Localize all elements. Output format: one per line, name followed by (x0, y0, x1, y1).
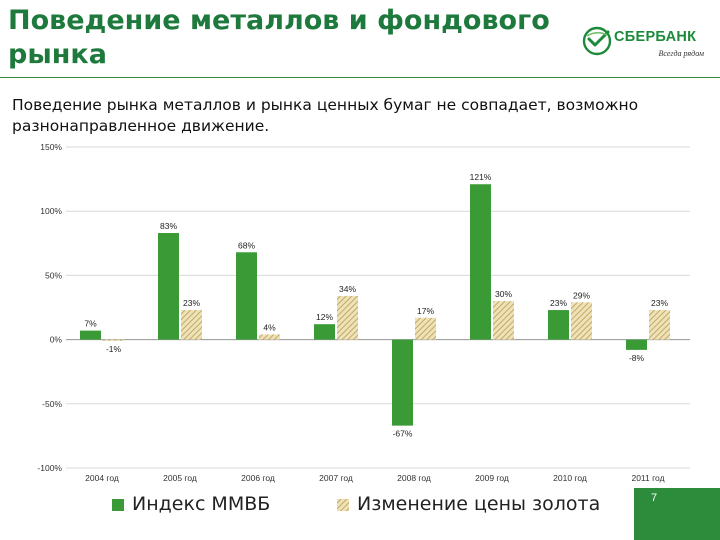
data-label: -1% (106, 344, 122, 354)
bar-gold (493, 301, 514, 340)
bar-mmvb (236, 252, 257, 340)
data-label: 121% (470, 172, 492, 182)
data-label: 30% (495, 289, 512, 299)
y-tick-label: -100% (37, 463, 62, 473)
data-label: -67% (393, 429, 413, 439)
title-divider (0, 77, 720, 78)
slide-subtitle: Поведение рынка металлов и рынка ценных … (12, 96, 639, 135)
data-label: 4% (263, 322, 276, 332)
x-tick-label: 2004 год (85, 473, 119, 483)
bar-chart: 150% 100% 50% 0% -50% -100% 2004 год 2005 год 20… (37, 142, 690, 515)
y-tick-label: -50% (42, 399, 62, 409)
x-tick-label: 2006 год (241, 473, 275, 483)
x-tick-label: 2008 год (397, 473, 431, 483)
bar-gold (337, 295, 358, 340)
bar-gold (103, 339, 124, 341)
bar-gold (415, 317, 436, 340)
bar-mmvb (80, 330, 101, 340)
data-label: 68% (238, 240, 255, 250)
x-tick-label: 2010 год (553, 473, 587, 483)
x-tick-label: 2011 год (631, 473, 664, 483)
bar-gold (649, 310, 670, 340)
data-label: 17% (417, 306, 434, 316)
page-number: 7 (651, 492, 658, 504)
bar-gold (259, 334, 280, 340)
bar-mmvb (314, 324, 335, 340)
data-label: -8% (629, 353, 645, 363)
legend-swatch-mmvb (112, 499, 124, 511)
bar-mmvb (548, 310, 569, 340)
data-label: 23% (651, 298, 668, 308)
page-number-box (634, 488, 720, 540)
logo-slogan: Всегда рядом (658, 49, 704, 58)
legend-label-mmvb: Индекс ММВБ (132, 493, 270, 515)
bar-mmvb (158, 233, 179, 340)
bar-gold (571, 302, 592, 340)
legend-swatch-gold (337, 499, 349, 511)
bar-mmvb (470, 184, 491, 340)
data-label: 34% (339, 284, 356, 294)
logo-wordmark: СБЕРБАНК (614, 29, 697, 45)
y-tick-label: 50% (45, 270, 62, 280)
x-tick-label: 2009 год (475, 473, 509, 483)
bar-mmvb (392, 339, 413, 426)
x-tick-label: 2005 год (163, 473, 197, 483)
data-label: 7% (84, 319, 97, 329)
bar-gold (181, 310, 202, 340)
legend-label-gold: Изменение цены золота (357, 493, 600, 515)
data-label: 83% (160, 221, 177, 231)
data-label: 23% (183, 298, 200, 308)
data-label: 12% (316, 312, 333, 322)
data-label: 23% (550, 298, 567, 308)
y-tick-label: 150% (40, 142, 62, 152)
y-tick-label: 100% (40, 206, 62, 216)
y-tick-label: 0% (50, 335, 63, 345)
bar-mmvb (626, 339, 647, 350)
page-title: Поведение металлов и фондового рынка (8, 5, 550, 70)
x-tick-label: 2007 год (319, 473, 353, 483)
sberbank-logo: СБЕРБАНК Всегда рядом (580, 24, 710, 64)
sberbank-emblem-icon (582, 26, 612, 56)
data-label: 29% (573, 290, 590, 300)
